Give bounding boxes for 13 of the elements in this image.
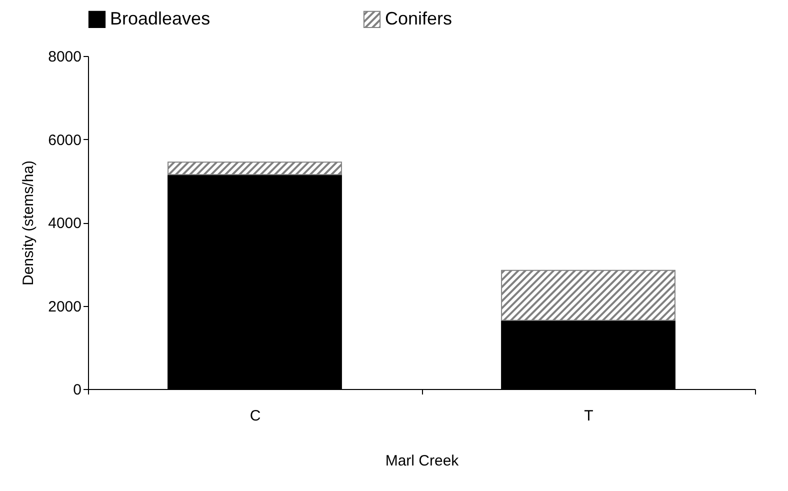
y-tick-label: 6000 [48, 132, 82, 149]
legend-label: Broadleaves [110, 8, 210, 28]
y-axis-title: Density (stems/ha) [20, 160, 38, 286]
bar [501, 270, 676, 321]
bar [168, 162, 342, 176]
y-tick-label: 8000 [48, 48, 82, 66]
y-tick-label: 0 [73, 382, 82, 398]
legend-label: Conifers [385, 8, 452, 28]
x-axis-title: Marl Creek [385, 452, 460, 470]
y-tick-label: 2000 [48, 298, 82, 316]
y-tick-label: 4000 [48, 215, 82, 232]
x-tick-label: C [250, 408, 261, 424]
x-tick-label: T [584, 408, 594, 424]
